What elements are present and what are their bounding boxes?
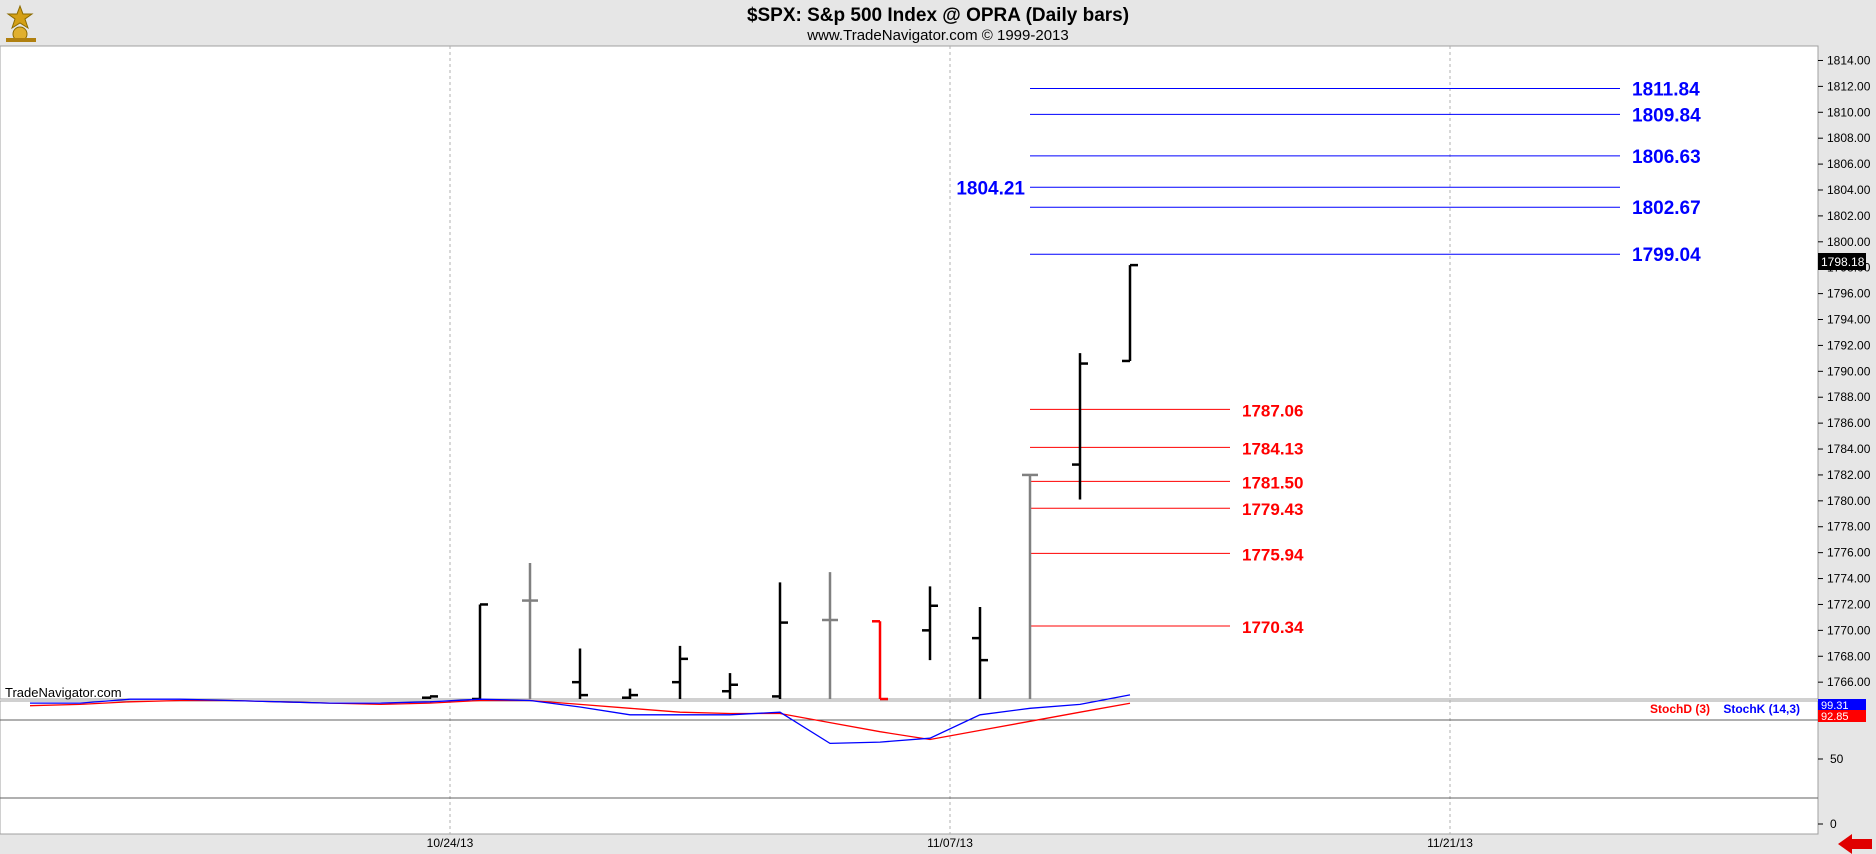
price-bar-3 <box>572 648 588 699</box>
y-tick-label-14: 1794.00 <box>1827 313 1871 327</box>
y-tick-label-18: 1802.00 <box>1827 209 1871 223</box>
levels: 1811.84 1809.84 1806.63 1804.21 1802.67 1799.… <box>956 79 1701 637</box>
y-tick-label-22: 1810.00 <box>1827 105 1871 119</box>
level-label-10: 1775.94 <box>1242 545 1304 564</box>
page-subtitle: www.TradeNavigator.com © 1999-2013 <box>806 27 1068 44</box>
legend-stochk: StochK (14,3) <box>1723 702 1800 716</box>
price-bar-12 <box>1022 473 1038 699</box>
y-tick-label-7: 1780.00 <box>1827 494 1871 508</box>
y-tick-label-0: 1766.00 <box>1827 675 1871 689</box>
stochastic-panel <box>0 694 1818 799</box>
level-label-1: 1809.84 <box>1632 105 1701 126</box>
level-label-4: 1802.67 <box>1632 198 1701 219</box>
price-bar-14 <box>1122 263 1138 363</box>
price-bar-9 <box>872 620 888 701</box>
y-tick-label-15: 1796.00 <box>1827 287 1871 301</box>
level-label-8: 1781.50 <box>1242 473 1303 492</box>
stoch-panel <box>0 700 1819 835</box>
price-bars <box>422 263 1138 701</box>
y-tick-label-4: 1774.00 <box>1827 572 1871 586</box>
level-label-2: 1806.63 <box>1632 147 1701 168</box>
y-tick-label-2: 1770.00 <box>1827 623 1871 637</box>
price-bar-11 <box>972 607 988 699</box>
y-tick-label-17: 1800.00 <box>1827 235 1871 249</box>
stoch-series-1 <box>30 694 1131 745</box>
price-panel <box>0 45 1819 700</box>
page-title: $SPX: S&p 500 Index @ OPRA (Daily bars) <box>747 5 1129 26</box>
y-tick-label-24: 1814.00 <box>1827 53 1871 67</box>
price-bar-2 <box>522 563 538 699</box>
x-axis-band <box>0 834 1876 854</box>
legend-stochd: StochD (3) <box>1650 702 1710 716</box>
scroll-left-arrow-icon[interactable] <box>1838 834 1872 854</box>
header-band <box>0 0 1876 46</box>
stochk-value-box <box>1818 699 1866 710</box>
y-tick-label-19: 1804.00 <box>1827 183 1871 197</box>
sextant-logo-icon[interactable] <box>6 4 36 42</box>
price-bar-5 <box>672 645 688 699</box>
price-bar-4 <box>622 688 638 699</box>
price-bar-13 <box>1072 353 1088 500</box>
y-tick-label-23: 1812.00 <box>1827 79 1871 93</box>
level-label-5: 1799.04 <box>1632 245 1701 266</box>
level-label-7: 1784.13 <box>1242 439 1303 458</box>
level-label-3: 1804.21 <box>956 178 1025 199</box>
y-tick-label-20: 1806.00 <box>1827 157 1871 171</box>
y-tick-label-3: 1772.00 <box>1827 597 1871 611</box>
stochd-value-label: 92.85 <box>1821 711 1849 723</box>
level-label-9: 1779.43 <box>1242 500 1303 519</box>
y-tick-label-12: 1790.00 <box>1827 364 1871 378</box>
y-tick-label-5: 1776.00 <box>1827 546 1871 560</box>
stoch-y-tick-label-0: 0 <box>1830 817 1837 831</box>
y-tick-label-13: 1792.00 <box>1827 338 1871 352</box>
price-bar-7 <box>772 582 788 699</box>
x-tick-label-2: 11/21/13 <box>1427 836 1473 850</box>
price-bar-0 <box>422 695 438 699</box>
stochd-value-box <box>1818 710 1866 722</box>
x-tick-label-0: 10/24/13 <box>427 836 474 850</box>
y-tick-label-9: 1784.00 <box>1827 442 1871 456</box>
y-tick-label-10: 1786.00 <box>1827 416 1871 430</box>
level-label-0: 1811.84 <box>1632 79 1700 100</box>
y-tick-label-21: 1808.00 <box>1827 131 1871 145</box>
price-bar-10 <box>922 586 938 661</box>
stochk-value-label: 99.31 <box>1821 700 1849 712</box>
price-bar-6 <box>722 673 738 699</box>
price-bar-8 <box>822 572 838 699</box>
level-label-11: 1770.34 <box>1242 618 1304 637</box>
last-price-label: 1798.18 <box>1821 255 1865 269</box>
y-tick-label-6: 1778.00 <box>1827 520 1871 534</box>
level-label-6: 1787.06 <box>1242 401 1303 420</box>
x-tick-label-1: 11/07/13 <box>927 836 973 850</box>
y-tick-label-11: 1788.00 <box>1827 390 1871 404</box>
y-tick-label-8: 1782.00 <box>1827 468 1871 482</box>
stoch-y-tick-label-1: 50 <box>1830 752 1844 766</box>
watermark: TradeNavigator.com <box>5 685 122 700</box>
y-tick-label-1: 1768.00 <box>1827 649 1871 663</box>
last-price-box <box>1818 253 1866 270</box>
